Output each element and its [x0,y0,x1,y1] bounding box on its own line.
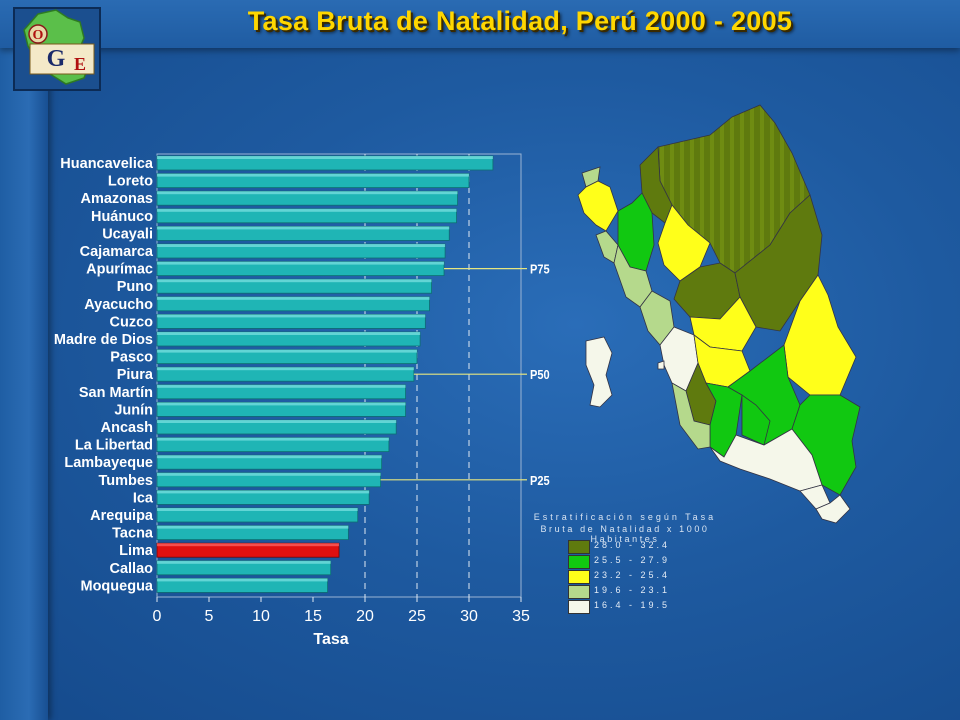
legend-swatch [568,540,590,554]
legend-label: 19.6 - 23.1 [594,585,671,595]
category-label: La Libertad [75,438,153,454]
legend-label: 28.0 - 32.4 [594,540,671,550]
category-label: Junín [114,402,153,418]
logo-letter-e: E [74,54,86,74]
bar-highlight [157,367,414,371]
bar-highlight [157,332,421,335]
x-tick-label: 10 [252,608,270,625]
left-decor-band [0,0,48,720]
category-label: Loreto [108,174,153,190]
category-label: Piura [117,367,154,383]
category-label: Ucayali [102,226,153,242]
x-tick-label: 35 [512,608,530,625]
category-label: Cuzco [110,314,154,330]
legend-label: 25.5 - 27.9 [594,555,671,565]
category-label: Lambayeque [64,455,153,471]
legend-title-line2: Bruta de Natalidad x 1000 Habitantes [540,524,710,544]
legend-label: 16.4 - 19.5 [594,600,671,610]
category-label: Pasco [110,350,153,366]
x-tick-label: 15 [304,608,322,625]
category-label: San Martín [79,385,153,401]
legend-label: 23.2 - 25.4 [594,570,671,580]
peru-map [577,104,861,524]
bar-highlight [157,543,339,547]
x-tick-label: 25 [408,608,426,625]
bar-highlight [157,226,450,230]
bar-highlight [157,173,469,177]
bar-highlight [157,296,430,300]
region-tacna [815,494,851,524]
category-label: Ica [133,490,154,506]
logo-letter-o: O [33,28,44,43]
category-label: Huancavelica [60,156,154,172]
bar-highlight [157,261,445,265]
bar-highlight [157,208,457,212]
x-tick-label: 20 [356,608,374,625]
bar-highlight [157,455,382,459]
legend-swatch [568,600,590,614]
bar-highlight [157,472,381,476]
bar-highlight [157,490,370,494]
x-axis-label: Tasa [313,631,348,648]
category-label: Madre de Dios [54,332,153,348]
category-label: Moquegua [81,578,154,594]
x-tick-label: 0 [153,608,162,625]
region-callao [657,360,665,370]
region-apurimac [741,394,771,446]
percentile-label: P75 [530,262,550,277]
legend-swatch [568,555,590,569]
page-title: Tasa Bruta de Natalidad, Perú 2000 - 200… [247,6,793,36]
bar-highlight [157,314,426,318]
logo-letter-g: G [47,46,66,72]
bar-highlight [157,402,406,406]
region-la-libertad [613,243,653,308]
region-callao-inset [585,336,613,408]
category-label: Tumbes [98,473,153,489]
category-label: Amazonas [80,191,153,207]
percentile-label: P50 [530,367,550,382]
category-label: Ayacucho [84,297,153,313]
region-arequipa [709,428,823,492]
percentile-label: P25 [530,473,550,488]
region-piura [577,180,619,232]
category-label: Cajamarca [80,244,154,260]
category-label: Huánuco [91,209,153,225]
category-label: Callao [109,561,153,577]
x-tick-label: 5 [205,608,214,625]
bar-highlight [157,525,349,529]
region-ica [671,382,711,450]
bar-highlight [157,560,331,564]
bar-highlight [157,349,417,353]
top-decor-band [0,0,960,48]
category-label: Apurímac [86,262,153,278]
category-label: Ancash [101,420,153,436]
bar-highlight [157,279,432,283]
bar-highlight [157,578,328,582]
category-label: Lima [119,543,154,559]
bar-highlight [157,244,446,247]
bar-highlight [157,384,406,388]
bar-highlight [157,191,458,195]
bar-highlight [157,437,389,441]
x-tick-label: 30 [460,608,478,625]
legend-title-line1: Estratificación según Tasa [533,512,717,522]
bar-highlight [157,420,397,423]
bar-highlight [157,508,358,511]
oge-logo: O G E [13,7,101,91]
category-label: Arequipa [90,508,154,524]
bar-highlight [157,156,493,159]
legend-swatch [568,585,590,599]
category-label: Tacna [112,526,154,542]
category-label: Puno [117,279,153,295]
legend-swatch [568,570,590,584]
